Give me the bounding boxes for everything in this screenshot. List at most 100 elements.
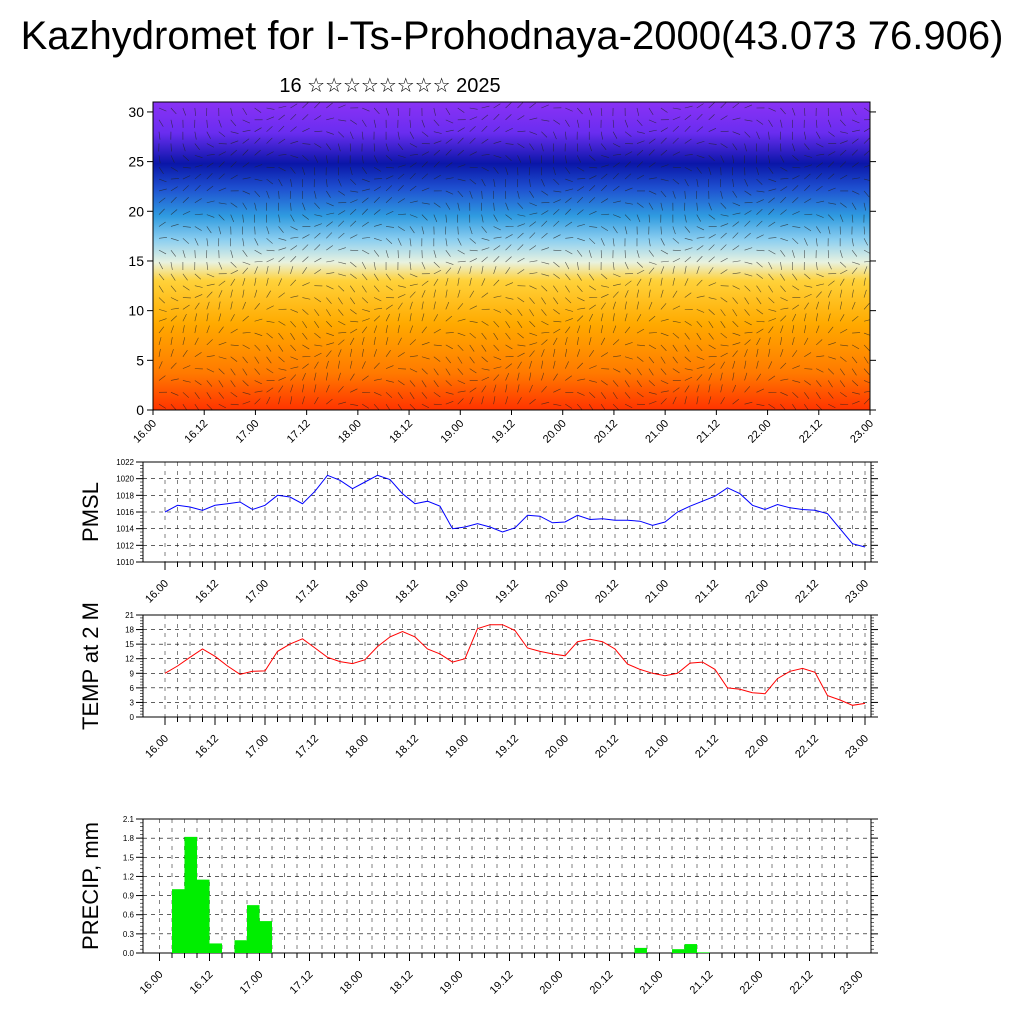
wind-vector: [361, 273, 368, 281]
wind-vector: [589, 380, 598, 383]
wind-vector: [636, 301, 639, 310]
wind-vector: [852, 177, 861, 180]
wind-vector: [158, 167, 164, 174]
wind-vector: [588, 107, 593, 116]
wind-vector: [314, 352, 322, 358]
wind-vector: [254, 137, 261, 144]
wind-vector: [672, 387, 680, 393]
wind-vector: [696, 245, 704, 251]
wind-vector: [278, 166, 286, 172]
wind-vector: [708, 321, 714, 329]
wind-vector: [864, 260, 870, 263]
wind-vector: [182, 380, 191, 383]
wind-vector: [254, 380, 262, 385]
x-tick-label: 22.12: [797, 418, 825, 446]
wind-vector: [732, 332, 741, 336]
wind-vector: [851, 368, 857, 376]
wind-vector: [266, 290, 271, 298]
wind-vector: [409, 355, 418, 358]
wind-vector: [206, 273, 215, 278]
wind-vector: [541, 210, 549, 215]
wind-vector: [804, 143, 810, 150]
wind-vector: [553, 285, 559, 293]
wind-vector: [170, 285, 177, 293]
wind-vector: [756, 348, 759, 357]
wind-vector: [481, 292, 489, 298]
wind-vector: [744, 372, 748, 381]
wind-vector: [158, 285, 164, 293]
wind-vector: [170, 107, 177, 115]
wind-vector: [278, 356, 285, 363]
wind-vector: [362, 318, 370, 322]
wind-vector: [230, 289, 233, 298]
wind-vector: [278, 178, 283, 187]
wind-vector: [577, 392, 585, 396]
wind-vector: [768, 197, 775, 204]
wind-vector: [612, 313, 615, 322]
wind-vector: [254, 398, 261, 405]
wind-vector: [792, 143, 796, 152]
x-tick-label: 21.12: [693, 578, 721, 606]
wind-vector: [624, 326, 631, 334]
wind-vector: [708, 202, 712, 211]
wind-vector: [505, 256, 512, 263]
wind-vector: [541, 220, 548, 227]
wind-vector: [720, 397, 725, 405]
wind-vector: [648, 392, 657, 395]
wind-vector: [218, 313, 222, 322]
wind-vector: [672, 265, 675, 274]
wind-vector: [445, 107, 451, 115]
wind-vector: [732, 102, 740, 109]
wind-vector: [648, 267, 655, 275]
wind-vector: [302, 256, 309, 263]
x-tick-label: 20.12: [593, 578, 621, 606]
wind-vector: [397, 185, 404, 192]
wind-vector: [242, 289, 245, 298]
wind-vector: [553, 297, 559, 305]
wind-vector: [804, 337, 809, 346]
wind-vector: [290, 295, 299, 298]
wind-vector: [624, 301, 627, 310]
wind-vector: [660, 260, 669, 263]
wind-vector: [696, 356, 705, 360]
wind-vector: [218, 290, 223, 298]
wind-vector: [290, 167, 296, 174]
wind-vector: [768, 155, 771, 164]
wind-vector: [827, 173, 835, 180]
wind-vector: [421, 261, 426, 270]
wind-vector: [541, 232, 548, 239]
wind-vector: [863, 238, 869, 246]
wind-vector: [732, 398, 740, 405]
wind-vector: [565, 326, 571, 334]
wind-vector: [648, 162, 656, 168]
wind-vector: [350, 273, 357, 279]
wind-vector: [601, 285, 610, 288]
wind-vector: [780, 315, 787, 322]
wind-vector: [242, 119, 251, 124]
wind-vector: [409, 238, 412, 247]
wind-vector: [660, 178, 669, 182]
wind-vector: [732, 309, 738, 317]
wind-vector: [170, 325, 174, 334]
wind-vector: [397, 155, 406, 158]
wind-vector: [409, 380, 416, 387]
wind-vector: [254, 127, 262, 132]
wind-vector: [194, 313, 198, 322]
wind-vector: [409, 403, 416, 410]
wind-vector: [744, 104, 753, 109]
wind-vector: [839, 380, 846, 388]
wind-vector: [720, 223, 729, 227]
wind-vector: [433, 202, 441, 208]
wind-vector: [194, 131, 197, 140]
wind-vector: [421, 131, 429, 137]
wind-vector: [326, 202, 334, 207]
wind-vector: [481, 256, 488, 263]
wind-vector: [768, 131, 770, 140]
wind-vector: [588, 273, 595, 281]
wind-vector: [385, 155, 393, 161]
wind-vector: [815, 261, 818, 270]
wind-vector: [720, 384, 723, 393]
wind-vector: [780, 349, 784, 357]
wind-vector: [624, 356, 633, 360]
wind-vector: [600, 198, 609, 204]
